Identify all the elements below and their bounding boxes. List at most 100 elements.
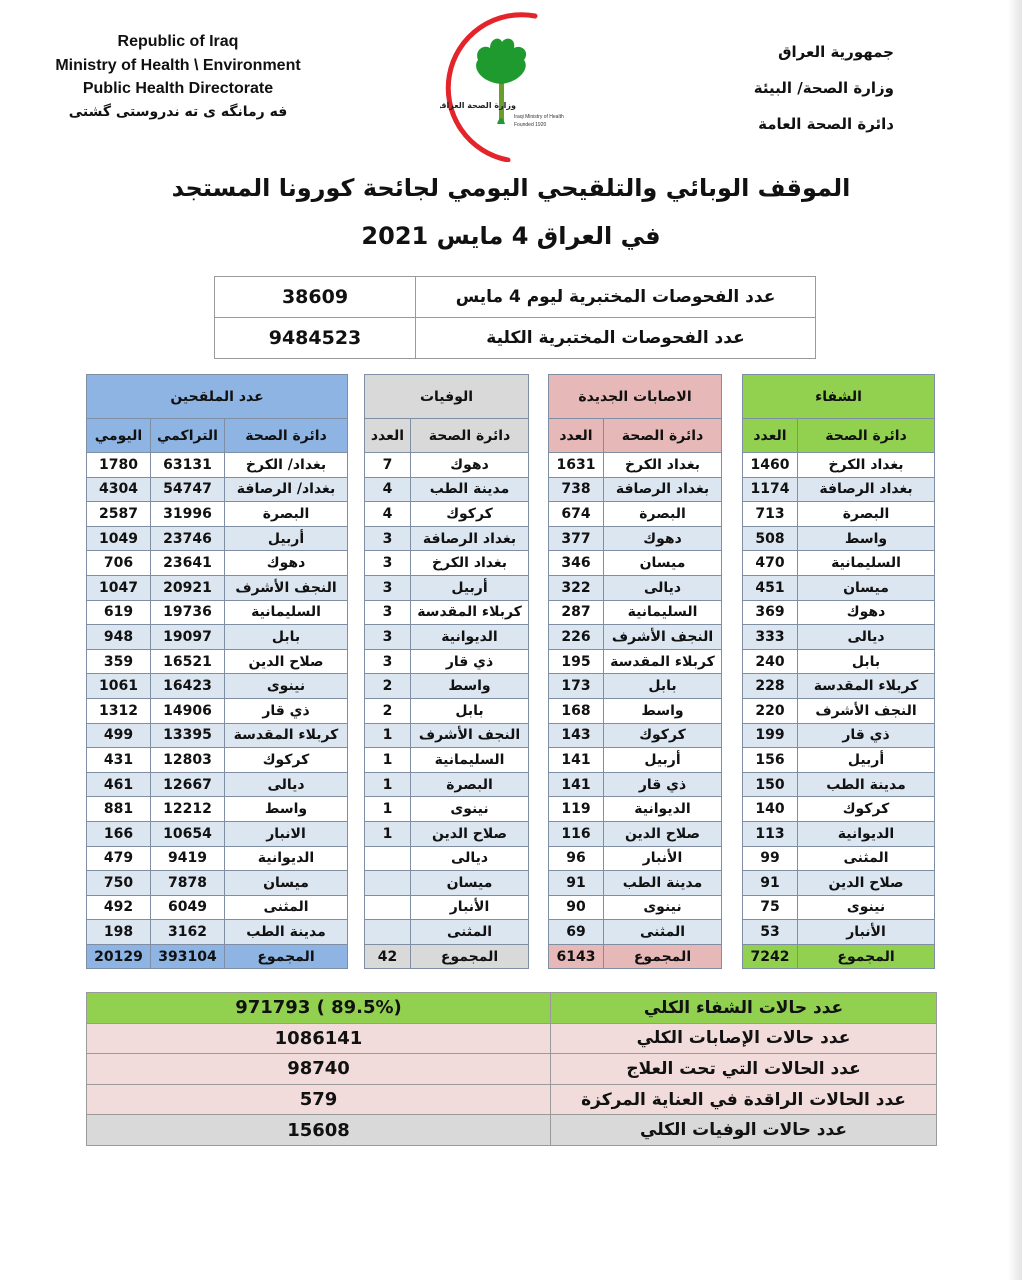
table-row: 91 مدينة الطب <box>548 870 722 896</box>
district-cell: ميسان <box>796 574 936 601</box>
count-cell: 1312 <box>86 697 151 724</box>
table-row: 2 واسط <box>364 673 530 699</box>
table-row: 3 بغداد الرصافة <box>364 525 530 552</box>
count-cell: 499 <box>86 722 151 749</box>
summary-value: 971793 ( 89.5%) <box>86 992 551 1024</box>
count-cell: 1 <box>364 771 411 798</box>
count-cell: 4 <box>364 476 411 503</box>
count-cell: 31996 <box>150 501 225 527</box>
table-row: 3 الديوانية <box>364 624 530 650</box>
summary-label: عدد حالات الشفاء الكلي <box>550 992 937 1024</box>
table-title-row: الشفاء <box>741 374 936 419</box>
table-row: 143 كركوك <box>548 722 722 749</box>
table-row: 470 السليمانية <box>742 550 936 576</box>
column-header-row: العدد دائرة الصحة <box>548 418 722 453</box>
count-cell: 461 <box>86 771 151 798</box>
district-cell: بغداد الرصافة <box>603 476 722 503</box>
count-cell: 287 <box>548 599 604 626</box>
table-row: 69 المثنى <box>548 919 722 945</box>
column-header: العدد <box>742 418 798 453</box>
count-cell: 195 <box>548 648 604 675</box>
district-cell: ذي قار <box>796 722 936 749</box>
district-cell: أربيل <box>409 574 530 601</box>
count-cell: 156 <box>742 747 798 773</box>
total-value: 20129 <box>86 943 151 970</box>
column-header: العدد <box>548 418 604 453</box>
table-row: ديالى <box>364 845 530 872</box>
total-tests-label: عدد الفحوصات المختبرية الكلية <box>415 317 816 359</box>
table-row: 116 صلاح الدين <box>548 820 722 847</box>
count-cell: 91 <box>742 870 798 896</box>
count-cell: 3 <box>364 525 411 552</box>
table-row: 240 بابل <box>742 648 936 675</box>
summary-label: عدد حالات الإصابات الكلي <box>550 1022 937 1055</box>
district-cell: البصرة <box>224 501 348 527</box>
total-label: المجموع <box>224 943 348 970</box>
count-cell: 166 <box>86 820 151 847</box>
district-cell: كربلاء المقدسة <box>409 599 530 626</box>
district-cell: النجف الأشرف <box>409 722 530 749</box>
english-letterhead: Republic of Iraq Ministry of Health \ En… <box>20 30 336 124</box>
table-row: 38609 عدد الفحوصات المختبرية ليوم 4 مايس <box>214 276 816 318</box>
summary-value: 579 <box>86 1083 551 1116</box>
district-cell: نينوى <box>409 796 530 822</box>
count-cell: 1631 <box>548 452 604 478</box>
count-cell: 54747 <box>150 476 225 503</box>
count-cell: 198 <box>86 919 151 945</box>
table-row: 1460 بغداد الكرخ <box>742 452 936 478</box>
total-label: المجموع <box>796 943 936 970</box>
district-cell: المثنى <box>224 894 348 921</box>
district-cell: بابل <box>224 624 348 650</box>
district-cell: الأنبار <box>603 845 722 872</box>
district-cell: كركوك <box>224 747 348 773</box>
table-row: 226 النجف الأشرف <box>548 624 722 650</box>
district-cell: البصرة <box>603 501 722 527</box>
count-cell: 75 <box>742 894 798 921</box>
count-cell: 199 <box>742 722 798 749</box>
table-row: 113 الديوانية <box>742 820 936 847</box>
report-title: الموقف الوبائي والتلقيحي اليومي لجائحة ك… <box>171 174 851 202</box>
district-cell: المثنى <box>603 919 722 945</box>
count-cell: 113 <box>742 820 798 847</box>
table-row: 119 الديوانية <box>548 796 722 822</box>
count-cell: 3 <box>364 648 411 675</box>
count-cell: 7878 <box>150 870 225 896</box>
count-cell: 333 <box>742 624 798 650</box>
table-row: 3 أربيل <box>364 574 530 601</box>
count-cell: 1 <box>364 796 411 822</box>
district-cell: ديالى <box>224 771 348 798</box>
table-row: 220 النجف الأشرف <box>742 697 936 724</box>
table-row: 479 9419 الديوانية <box>86 845 348 872</box>
table-row: 4304 54747 بغداد/ الرصافة <box>86 476 348 503</box>
svg-text:Iraqi Ministry of Health: Iraqi Ministry of Health <box>514 114 564 120</box>
district-cell: بغداد الرصافة <box>409 525 530 552</box>
table-row: 53 الأنبار <box>742 919 936 945</box>
district-cell: السليمانية <box>603 599 722 626</box>
count-cell: 377 <box>548 525 604 552</box>
count-cell: 96 <box>548 845 604 872</box>
count-cell: 90 <box>548 894 604 921</box>
table-title: الشفاء <box>741 374 936 419</box>
table-row: 738 بغداد الرصافة <box>548 476 722 503</box>
table-row: 195 كربلاء المقدسة <box>548 648 722 675</box>
district-cell: ذي قار <box>224 697 348 724</box>
count-cell: 150 <box>742 771 798 798</box>
count-cell: 140 <box>742 796 798 822</box>
district-cell: مدينة الطب <box>603 870 722 896</box>
count-cell: 1780 <box>86 452 151 478</box>
district-cell: دهوك <box>796 599 936 626</box>
report-date: في العراق 4 مايس 2021 <box>361 222 661 250</box>
district-cell: بغداد الرصافة <box>796 476 936 503</box>
district-cell: الأنبار <box>796 919 936 945</box>
table-row: 141 أربيل <box>548 747 722 773</box>
table-title: الاصابات الجديدة <box>548 374 722 419</box>
count-cell: 881 <box>86 796 151 822</box>
count-cell: 1 <box>364 820 411 847</box>
count-cell: 119 <box>548 796 604 822</box>
arabic-letterhead: جمهورية العراق وزارة الصحة/ البيئة دائرة… <box>634 34 894 142</box>
ministry-logo: وزارة الصحة العراقية Iraqi Ministry of H… <box>440 12 564 162</box>
district-cell: أربيل <box>796 747 936 773</box>
table-title: الوفيات <box>363 374 530 419</box>
svg-text:وزارة الصحة العراقية: وزارة الصحة العراقية <box>440 101 516 110</box>
table-row: 369 دهوك <box>742 599 936 626</box>
